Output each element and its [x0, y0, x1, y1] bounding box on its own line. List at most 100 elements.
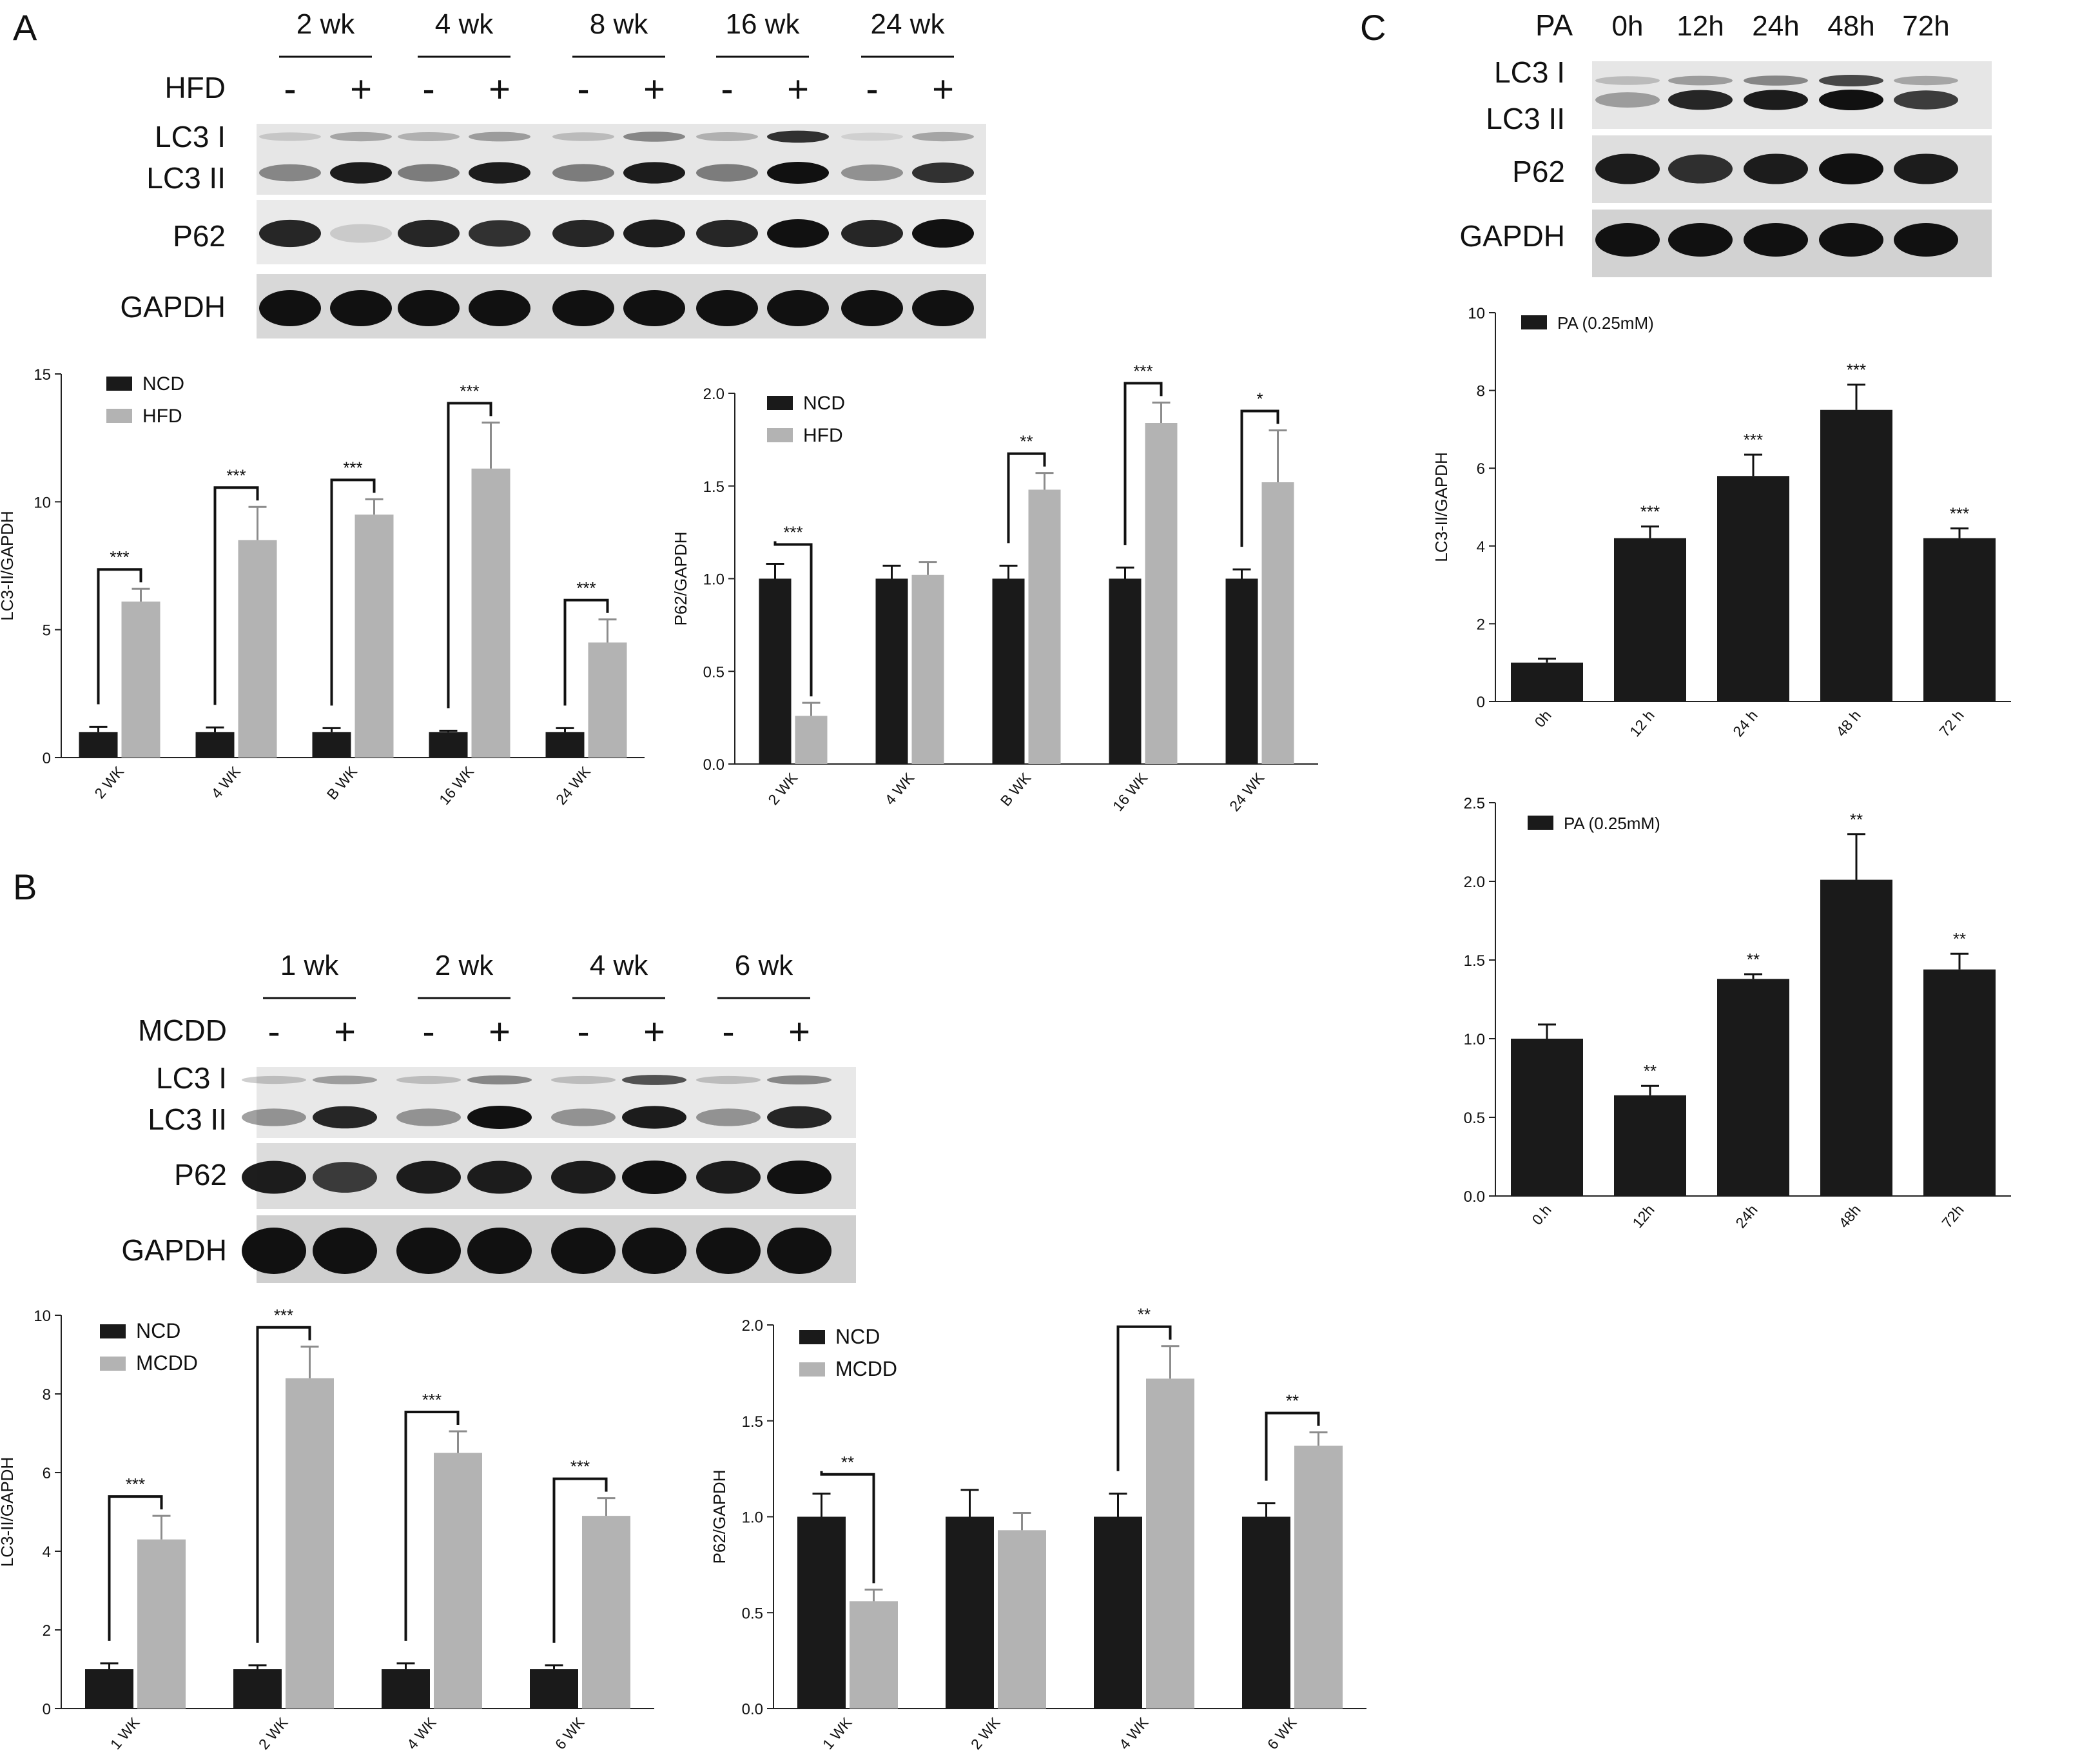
y-tick-label: 2 — [1477, 616, 1485, 633]
significance-marker: *** — [1950, 504, 1969, 524]
A-lc3-chart: 0 5 10 15 LC3-II/GAPDH 2 WK *** 4 WK *** B WK *** 1… — [0, 366, 645, 808]
significance-bracket — [213, 486, 259, 705]
blot-band — [396, 1228, 461, 1274]
y-tick-label: 1.0 — [742, 1509, 763, 1527]
timepoint-label: 48h — [1827, 10, 1874, 42]
blot-row-label: P62 — [1512, 155, 1565, 188]
significance-bracket — [1116, 1325, 1172, 1471]
bar — [1511, 1039, 1583, 1196]
bar — [1094, 1516, 1142, 1709]
bar — [1242, 1516, 1290, 1709]
blot-band — [1744, 223, 1808, 257]
blot-band — [467, 1106, 532, 1129]
legend-swatch — [799, 1362, 825, 1377]
significance-marker: *** — [570, 1457, 590, 1476]
bar — [545, 732, 585, 758]
x-tick-label: 0h — [1531, 707, 1554, 730]
blot-band — [242, 1228, 306, 1274]
blot-strip — [257, 124, 986, 195]
y-tick-label: 1.0 — [1464, 1031, 1485, 1048]
x-tick-label: 16 WK — [436, 763, 478, 808]
bar — [1028, 489, 1061, 764]
blot-band — [1595, 153, 1660, 184]
x-tick-label: 4 WK — [403, 1714, 440, 1752]
y-tick-label: 1.5 — [1464, 952, 1485, 970]
x-tick-label: 4 WK — [881, 769, 917, 808]
x-tick-label: 12h — [1629, 1202, 1658, 1231]
x-tick-label: 24 h — [1729, 707, 1761, 740]
significance-marker: *** — [1640, 502, 1660, 522]
significance-bracket — [1240, 409, 1279, 547]
legend-swatch — [106, 409, 132, 423]
blot-band — [1595, 92, 1660, 108]
x-tick-label: 2 WK — [764, 769, 801, 808]
x-tick-label: 4 WK — [1116, 1714, 1152, 1752]
bar — [946, 1516, 994, 1709]
significance-marker: * — [1256, 389, 1263, 409]
plus-sign: + — [932, 68, 954, 110]
x-tick-label: 2 WK — [967, 1714, 1004, 1752]
significance-marker: *** — [226, 466, 246, 485]
blot-band — [912, 162, 974, 183]
blot-band — [623, 162, 685, 184]
y-tick-label: 10 — [34, 494, 51, 511]
timepoint-label: 24 wk — [871, 8, 946, 40]
blot-row-label: GAPDH — [121, 1233, 227, 1267]
y-tick-label: 10 — [1468, 305, 1485, 322]
significance-marker: *** — [1133, 361, 1152, 380]
significance-marker: *** — [110, 547, 129, 567]
significance-marker: ** — [1286, 1391, 1299, 1411]
y-tick-label: 0.5 — [742, 1605, 763, 1622]
bar — [875, 578, 908, 764]
blot-band — [398, 132, 460, 141]
significance-marker: ** — [1644, 1061, 1657, 1081]
blot-band — [552, 164, 614, 182]
legend-label: NCD — [835, 1325, 880, 1348]
bar — [1614, 1095, 1686, 1196]
legend-label: MCDD — [835, 1357, 897, 1380]
y-tick-label: 10 — [34, 1308, 51, 1325]
y-axis-label: P62/GAPDH — [671, 532, 690, 626]
bar — [998, 1530, 1046, 1709]
bar — [382, 1669, 430, 1709]
blot-band — [622, 1075, 686, 1085]
blot-band — [767, 130, 829, 143]
bar — [1225, 578, 1258, 764]
blot-band — [552, 132, 614, 141]
blot-band — [1744, 90, 1808, 110]
blot-band — [767, 1161, 831, 1194]
timepoint-label: 4 wk — [590, 950, 648, 981]
significance-bracket — [1265, 1411, 1320, 1481]
significance-bracket — [773, 541, 813, 697]
y-tick-label: 6 — [43, 1465, 51, 1482]
blot-band — [469, 220, 530, 247]
blot-band — [1595, 76, 1660, 85]
bar — [238, 540, 277, 758]
y-tick-label: 4 — [43, 1544, 51, 1561]
blot-band — [313, 1075, 377, 1084]
bar — [1923, 538, 1996, 701]
plus-sign: + — [350, 68, 372, 110]
bar — [530, 1669, 578, 1709]
minus-sign: - — [577, 1011, 589, 1053]
significance-marker: ** — [1953, 929, 1966, 948]
x-tick-label: 6 WK — [552, 1714, 588, 1752]
blot-band — [313, 1162, 377, 1193]
bar — [911, 574, 944, 764]
blot-band — [396, 1108, 461, 1126]
blot-band — [552, 290, 614, 326]
x-tick-label: 4 WK — [208, 763, 244, 801]
minus-sign: - — [866, 68, 878, 110]
bar — [759, 578, 792, 764]
blot-band — [696, 1108, 761, 1126]
x-tick-label: 2 WK — [91, 763, 127, 801]
y-axis-label: LC3-II/GAPDH — [0, 511, 17, 621]
y-tick-label: 0.0 — [703, 756, 724, 774]
x-tick-label: B WK — [997, 769, 1035, 809]
B-p62-chart: 0.0 0.5 1.0 1.5 2.0 P62/GAPDH 1 WK ** 2 WK 4 WK **… — [710, 1305, 1366, 1752]
x-tick-label: 6 WK — [1264, 1714, 1300, 1752]
blot-band — [623, 132, 685, 142]
blot-band — [1668, 154, 1733, 184]
